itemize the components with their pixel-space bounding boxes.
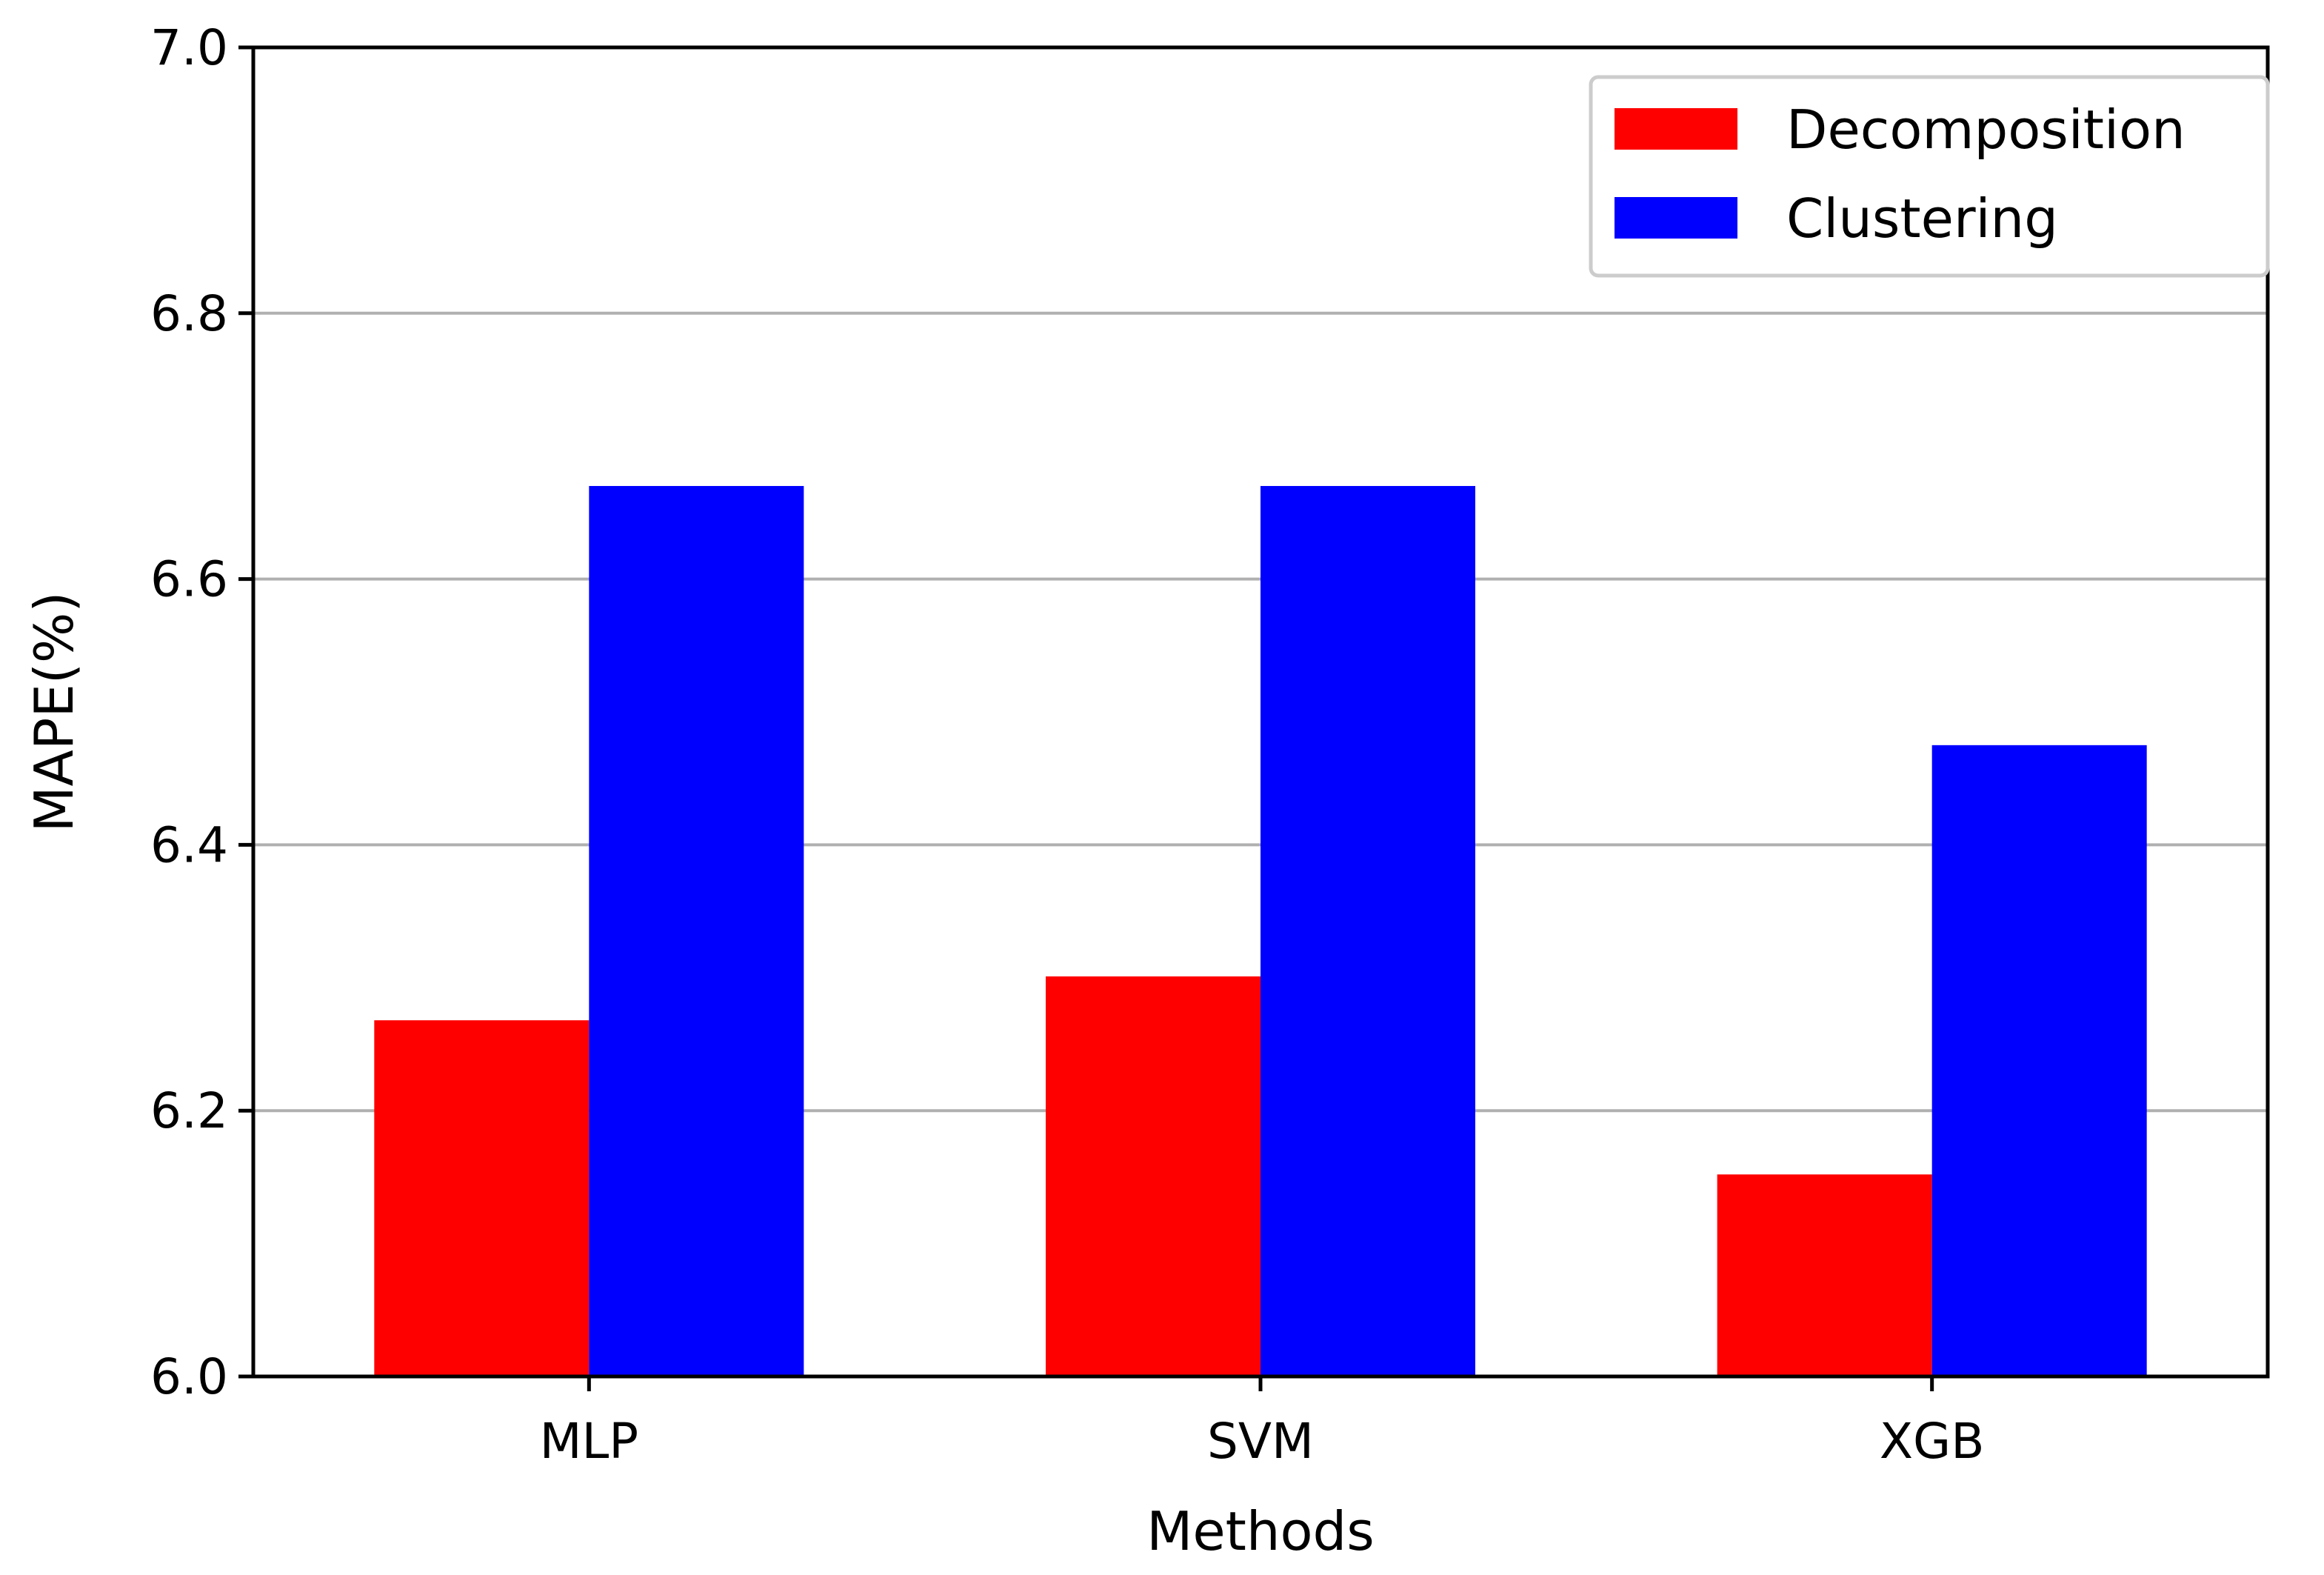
legend-swatch-clustering (1615, 197, 1737, 239)
x-tick-label: SVM (1207, 1413, 1314, 1470)
y-axis-title: MAPE(%) (23, 592, 85, 833)
bar-mlp-decomposition (374, 1020, 590, 1376)
y-tick-label: 6.0 (150, 1348, 228, 1405)
bar-mlp-clustering (589, 486, 804, 1376)
legend-label-decomposition: Decomposition (1786, 99, 2186, 161)
y-tick-label: 7.0 (150, 19, 228, 76)
legend-items: Decomposition Clustering (1615, 99, 2186, 250)
bar-svm-clustering (1260, 486, 1475, 1376)
legend-label-clustering: Clustering (1786, 187, 2058, 250)
y-tick-label: 6.4 (150, 816, 228, 873)
bars (374, 486, 2147, 1376)
x-tick-label: XGB (1880, 1413, 1985, 1470)
bar-svm-decomposition (1046, 976, 1260, 1376)
y-tick-label: 6.8 (150, 285, 228, 342)
legend-swatch-decomposition (1615, 108, 1737, 150)
x-axis-title: Methods (1146, 1500, 1375, 1562)
x-tick-label: MLP (540, 1413, 639, 1470)
bar-xgb-decomposition (1717, 1174, 1932, 1376)
bar-xgb-clustering (1931, 745, 2147, 1376)
legend: Decomposition Clustering (1589, 75, 2270, 278)
y-tick-label: 6.2 (150, 1082, 228, 1139)
legend-box (1589, 75, 2270, 278)
y-tick-label: 6.6 (150, 551, 228, 608)
y-axis-ticks: 6.0 6.2 6.4 6.6 6.8 7.0 (150, 19, 253, 1405)
x-axis-ticks: MLP SVM XGB (540, 1376, 1985, 1470)
